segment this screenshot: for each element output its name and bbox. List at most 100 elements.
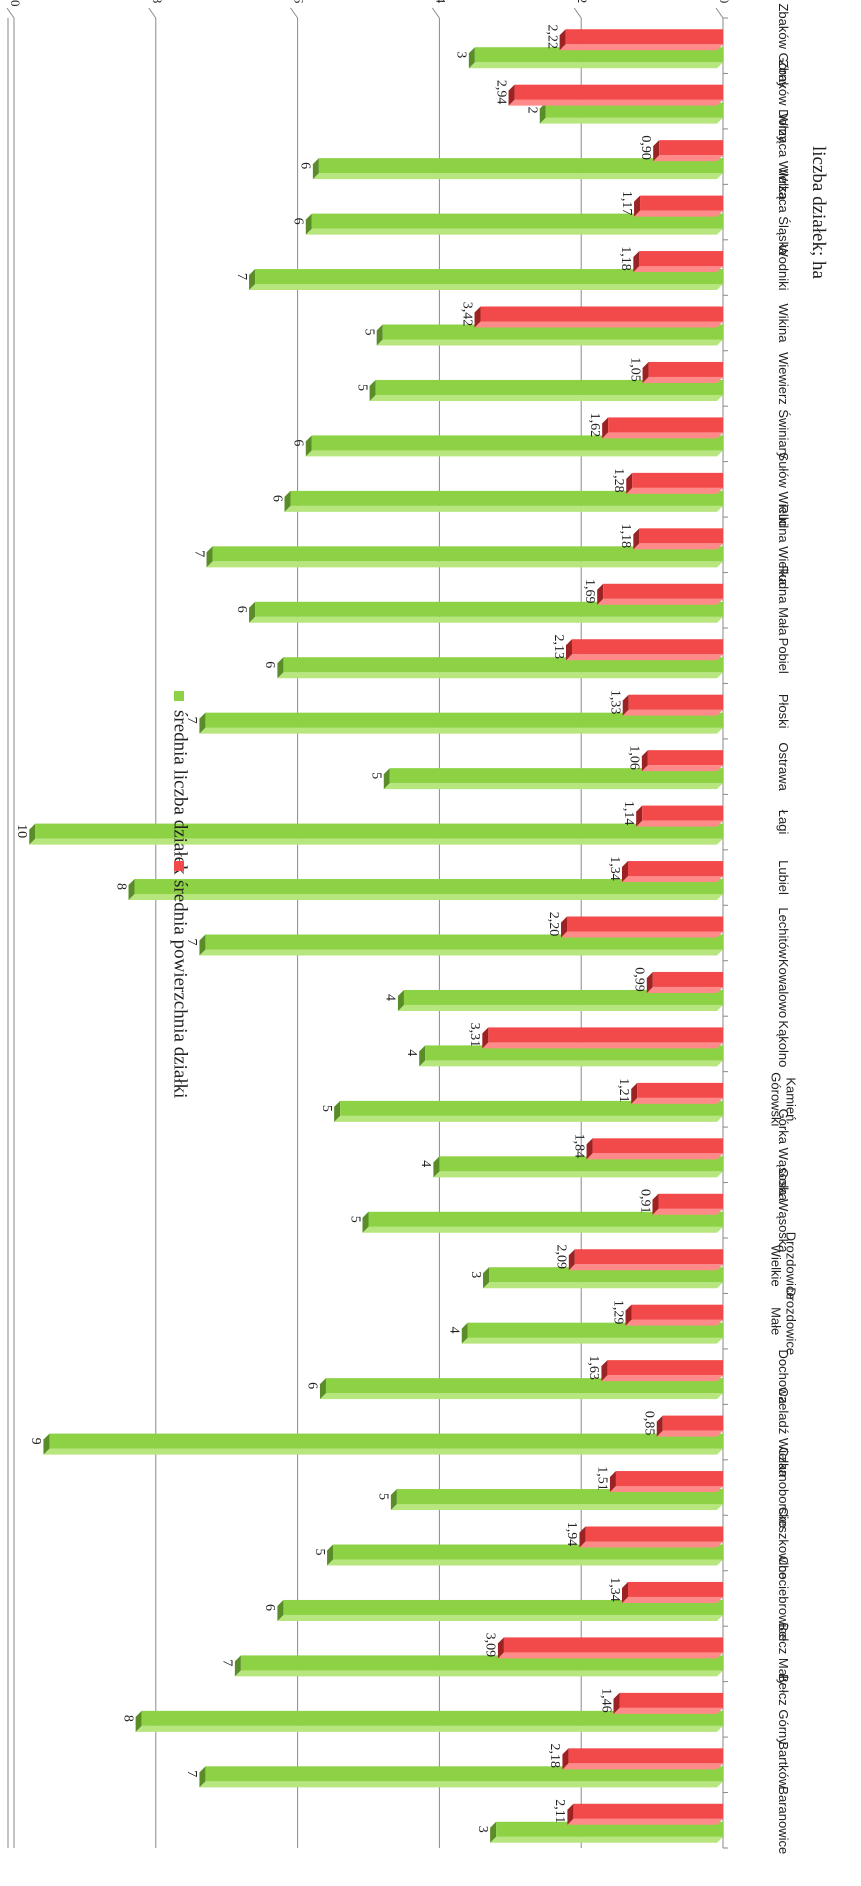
value-label: 2,09 — [554, 1244, 569, 1269]
value-label: 3,31 — [467, 1023, 482, 1048]
bar-top — [561, 931, 723, 938]
bar-top — [562, 1763, 723, 1770]
bar-top — [539, 117, 723, 124]
value-label: 4 — [447, 1327, 462, 1334]
value-label: 2,18 — [547, 1744, 562, 1769]
bar-end — [312, 158, 319, 180]
bar-end — [433, 1156, 440, 1178]
value-label: 1,62 — [587, 413, 602, 438]
category-label: Wrząca Śląska — [776, 169, 791, 256]
bar-powierzchnia — [608, 417, 723, 433]
value-label: 0,99 — [632, 967, 647, 992]
value-label: 1,94 — [564, 1522, 579, 1547]
bar-liczba-dzialek — [382, 324, 723, 340]
bar-end — [468, 47, 475, 69]
category-label: Lechitów — [776, 907, 791, 959]
bar-end — [249, 601, 256, 623]
bar-liczba-dzialek — [340, 1100, 723, 1116]
value-label: 7 — [220, 1659, 235, 1666]
bar-top — [135, 1725, 723, 1732]
bar-top — [362, 1226, 723, 1233]
bar-top — [601, 1375, 723, 1382]
category-label: Wodniki — [776, 245, 791, 291]
bar-top — [305, 228, 723, 235]
bar-top — [642, 376, 723, 383]
category-label: Górka Wąsoska — [776, 1109, 791, 1202]
bar-top — [613, 1707, 723, 1714]
bar-end — [490, 1821, 497, 1843]
bar-powierzchnia — [640, 195, 723, 211]
value-label: 3,42 — [459, 302, 474, 327]
bar-powierzchnia — [565, 29, 723, 45]
bar-powierzchnia — [628, 694, 723, 710]
bar-powierzchnia — [648, 361, 723, 377]
bar-powierzchnia — [568, 1748, 723, 1764]
bar-powierzchnia — [585, 1526, 723, 1542]
bar-end — [29, 823, 36, 845]
legend-swatch — [174, 861, 184, 871]
bar-end — [206, 546, 213, 568]
value-label: 4 — [418, 1160, 433, 1167]
bar-top — [277, 672, 723, 679]
bar-powierzchnia — [627, 861, 723, 877]
tick-label: 4 — [433, 0, 448, 4]
category-label: Cieszkowice — [776, 1507, 791, 1579]
bar-end — [319, 1378, 326, 1400]
bar-top — [482, 1042, 723, 1049]
value-label: 2,20 — [546, 912, 561, 937]
value-label: 6 — [291, 218, 306, 225]
category-label: Bełcz Mały — [776, 1622, 791, 1685]
bar-end — [482, 1027, 489, 1049]
bar-powierzchnia — [659, 140, 723, 156]
bar-top — [634, 210, 723, 217]
bar-end — [621, 1581, 628, 1603]
bar-end — [284, 490, 291, 512]
value-label: 7 — [184, 939, 199, 946]
value-label: 1,51 — [595, 1466, 610, 1491]
value-label: 2,13 — [551, 634, 566, 659]
bar-end — [656, 1415, 663, 1437]
bar-top — [597, 598, 723, 605]
bar-top — [312, 173, 723, 180]
category-label: Czarnoborsko — [776, 1447, 791, 1528]
bar-end — [199, 1766, 206, 1788]
value-label: 6 — [291, 439, 306, 446]
bar-liczba-dzialek — [496, 1821, 723, 1837]
value-label: 9 — [28, 1438, 43, 1445]
bar-top — [461, 1337, 723, 1344]
bar-liczba-dzialek — [205, 934, 723, 950]
value-label: 1,28 — [611, 468, 626, 493]
bar-top — [43, 1448, 723, 1455]
bar-top — [249, 616, 723, 623]
bar-top — [633, 266, 723, 273]
category-label: Bartków — [776, 1741, 791, 1789]
category-label: Zbaków Dolny — [776, 60, 791, 143]
bar-end — [633, 528, 640, 550]
bar-top — [483, 1282, 723, 1289]
bar-powierzchnia — [567, 916, 723, 932]
bar-end — [652, 1193, 659, 1215]
bar-top — [334, 1115, 723, 1122]
tick-labels: 0 2 4 6 8 10 — [8, 0, 732, 7]
category-label: KamieńGórowski — [769, 1072, 799, 1126]
value-label: 1,21 — [616, 1078, 631, 1103]
bar-end — [277, 657, 284, 679]
bar-top — [636, 820, 723, 827]
category-label: Kąkolno — [776, 1020, 791, 1067]
value-label: 1,46 — [598, 1688, 613, 1713]
bar-liczba-dzialek — [240, 1655, 723, 1671]
bar-top — [319, 1393, 723, 1400]
value-label: 4 — [383, 994, 398, 1001]
bar-end — [641, 750, 648, 772]
bar-end — [497, 1637, 504, 1659]
value-label: 3 — [468, 1271, 483, 1278]
bar-liczba-dzialek — [283, 657, 723, 673]
bar-end — [376, 324, 383, 346]
bar-end — [586, 1138, 593, 1160]
category-label: Czeladź Wielka — [776, 1387, 791, 1477]
legend-label: średnia powierzchnia działki — [170, 880, 191, 1098]
bar-end — [626, 472, 633, 494]
value-label: 5 — [369, 772, 384, 779]
bar-end — [474, 306, 481, 328]
bar-end — [234, 1655, 241, 1677]
